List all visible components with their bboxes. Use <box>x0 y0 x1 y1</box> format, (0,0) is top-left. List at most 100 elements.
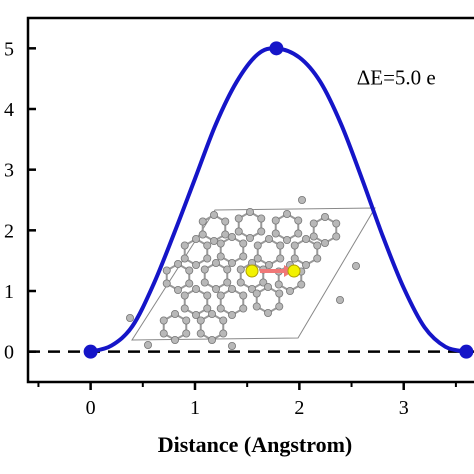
inset-atom <box>223 265 232 274</box>
inset-atom <box>282 209 291 218</box>
y-tick-label-1: 1 <box>4 281 14 303</box>
inset-atom <box>282 235 291 244</box>
inset-atom <box>219 329 228 338</box>
inset-atom <box>227 232 236 241</box>
inset-atom <box>301 234 310 243</box>
inset-atom <box>313 241 322 250</box>
inset-atom <box>173 285 182 294</box>
inset-atom <box>200 278 209 287</box>
inset-atom <box>216 304 225 313</box>
data-point-0 <box>83 344 98 359</box>
atomic-structure-inset <box>126 195 376 350</box>
inset-atom <box>180 291 189 300</box>
y-tick-label-2: 2 <box>4 220 14 242</box>
inset-atom <box>275 302 284 311</box>
y-tick-label-5: 5 <box>4 38 14 60</box>
inset-atom <box>203 254 212 263</box>
inset-atom <box>221 230 230 239</box>
inset-atom <box>185 279 194 288</box>
inset-atom <box>297 195 306 204</box>
inset-atom <box>263 308 272 317</box>
inset-atom <box>216 252 225 261</box>
inset-atom <box>200 265 209 274</box>
inset-atom <box>185 266 194 275</box>
inset-atom <box>264 260 273 269</box>
inset-atom <box>203 241 212 250</box>
plot-frame <box>26 16 474 384</box>
inset-atom <box>239 239 248 248</box>
inset-atom <box>143 340 152 349</box>
y-tick-label-0: 0 <box>4 342 14 364</box>
inset-atom <box>236 265 245 274</box>
inset-atom <box>191 234 200 243</box>
inset-atom <box>209 210 218 219</box>
x-tick-label-1: 1 <box>190 397 200 419</box>
inset-atom <box>211 284 220 293</box>
inset-atom <box>245 207 254 216</box>
inset-atom <box>332 232 341 241</box>
inset-atom <box>191 284 200 293</box>
inset-atom <box>320 212 329 221</box>
inset-atom <box>162 279 171 288</box>
inset-atom <box>191 260 200 269</box>
inset-atom <box>191 310 200 319</box>
inset-atom <box>253 254 262 263</box>
inset-atom <box>294 229 303 238</box>
inset-atom <box>203 304 212 313</box>
inset-atom <box>332 219 341 228</box>
inset-atom <box>351 261 360 270</box>
data-point-1 <box>269 41 284 56</box>
inset-atom <box>207 309 216 318</box>
inset-atom <box>198 217 207 226</box>
inset-atom <box>159 316 168 325</box>
inset-atom <box>239 291 248 300</box>
inset-atom <box>309 219 318 228</box>
inset-atom <box>196 316 205 325</box>
inset-atom <box>263 282 272 291</box>
inset-atom <box>271 216 280 225</box>
inset-atom <box>253 241 262 250</box>
inset-atom <box>180 304 189 313</box>
x-tick-label-0: 0 <box>86 397 96 419</box>
inset-adatom <box>287 264 301 278</box>
inset-atom <box>198 230 207 239</box>
x-tick-label-2: 2 <box>294 397 304 419</box>
inset-atom <box>271 229 280 238</box>
data-points <box>83 41 474 359</box>
inset-atom <box>159 329 168 338</box>
inset-atom <box>203 291 212 300</box>
inset-atom <box>274 280 283 289</box>
inset-atom <box>234 214 243 223</box>
inset-atom <box>223 278 232 287</box>
inset-atom <box>211 258 220 267</box>
inset-atom <box>257 214 266 223</box>
inset-atom <box>180 241 189 250</box>
inset-atom <box>276 241 285 250</box>
inset-atom <box>276 254 285 263</box>
inset-atom <box>320 238 329 247</box>
x-axis-title: Distance (Angstrom) <box>158 432 353 457</box>
inset-atom <box>297 280 306 289</box>
inset-atom <box>227 341 236 350</box>
inset-atom <box>290 241 299 250</box>
inset-atom <box>182 329 191 338</box>
inset-atom <box>196 329 205 338</box>
inset-atom <box>162 266 171 275</box>
inset-atom <box>234 227 243 236</box>
inset-atom <box>285 286 294 295</box>
inset-atom <box>126 313 135 322</box>
data-point-2 <box>459 344 474 359</box>
inset-atom <box>264 234 273 243</box>
inset-atom <box>245 233 254 242</box>
inset-atom <box>170 309 179 318</box>
inset-atom <box>252 302 261 311</box>
inset-atom <box>294 216 303 225</box>
inset-atom <box>207 335 216 344</box>
y-tick-label-4: 4 <box>4 99 14 121</box>
inset-atom <box>216 291 225 300</box>
inset-adatom <box>245 264 259 278</box>
delta-e-annotation: ΔE=5.0 e <box>357 66 436 90</box>
inset-atom <box>170 335 179 344</box>
inset-atom <box>335 295 344 304</box>
